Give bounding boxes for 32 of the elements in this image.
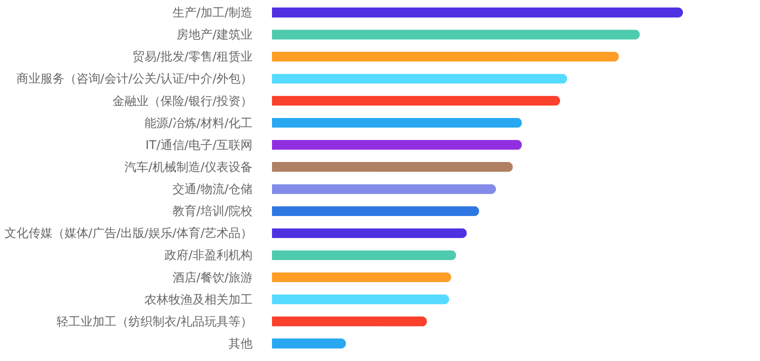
bar (272, 184, 496, 194)
y-tick-label: 文化传媒（媒体/广告/出版/娱乐/体育/艺术品） (4, 226, 252, 240)
bar (272, 162, 513, 172)
bar (272, 206, 480, 216)
y-tick-label: 酒店/餐饮/旅游 (172, 270, 252, 284)
y-tick-label: 教育/培训/院校 (172, 204, 252, 218)
y-tick-label: 能源/冶炼/材料/化工 (144, 116, 252, 130)
bar (272, 140, 522, 150)
y-tick-label: 商业服务（咨询/会计/公关/认证/中介/外包） (16, 72, 252, 86)
bar (272, 118, 522, 128)
y-tick-label: IT/通信/电子/互联网 (146, 138, 252, 152)
bar (272, 8, 683, 18)
y-tick-label: 农林牧渔及相关加工 (144, 292, 252, 306)
y-tick-label: 轻工业加工（纺织制衣/礼品玩具等） (56, 314, 252, 328)
y-tick-label: 其他 (228, 336, 252, 351)
bar (272, 250, 456, 260)
bar (272, 52, 619, 62)
y-tick-label: 生产/加工/制造 (172, 5, 252, 20)
y-tick-label: 房地产/建筑业 (176, 28, 252, 42)
bar (272, 316, 427, 326)
y-tick-label: 汽车/机械制造/仪表设备 (124, 160, 252, 174)
bar (272, 74, 568, 84)
bar (272, 228, 467, 238)
y-tick-label: 金融业（保险/银行/投资） (112, 94, 252, 108)
bar (272, 338, 346, 348)
bar (272, 272, 452, 282)
bar (272, 96, 560, 106)
bar (272, 30, 640, 40)
y-tick-label: 交通/物流/仓储 (172, 182, 252, 196)
y-tick-label: 贸易/批发/零售/租赁业 (132, 50, 252, 64)
y-tick-label: 政府/非盈利机构 (164, 248, 252, 262)
bar (272, 294, 450, 304)
